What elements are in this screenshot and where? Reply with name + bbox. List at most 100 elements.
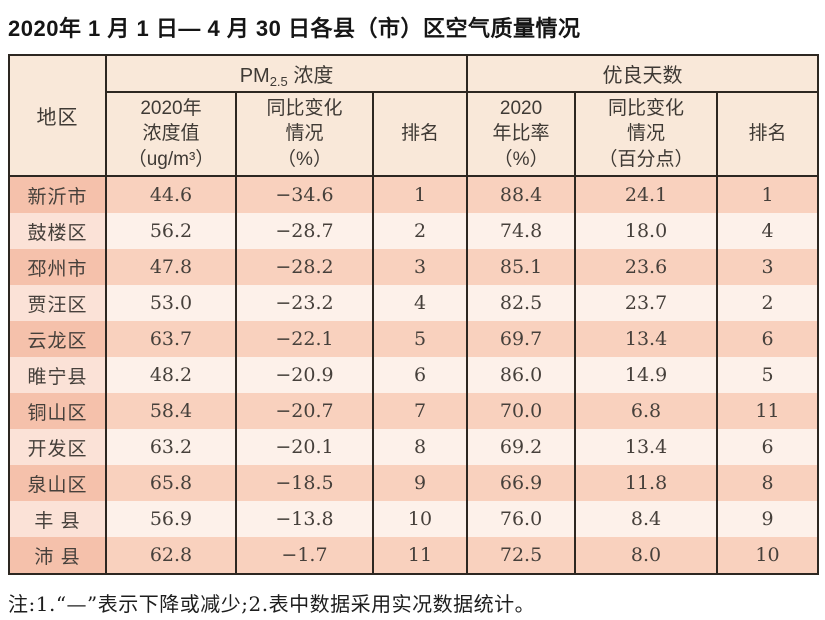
days-rank-cell: 5 <box>716 357 820 393</box>
pm-value-cell: 53.0 <box>105 285 237 321</box>
column-header-days-rank: 排名 <box>716 91 820 177</box>
pm-change-cell: −28.7 <box>235 213 374 249</box>
days-change-cell: 13.4 <box>574 321 719 357</box>
pm-value-cell: 44.6 <box>105 176 237 213</box>
days-change-cell: 8.0 <box>574 537 719 574</box>
days-rank-cell: 4 <box>716 213 820 249</box>
air-quality-table: 地区 PM2.5 浓度 优良天数 2020年 浓度值 （ug/m³） 同比变化 … <box>8 54 820 575</box>
pm25-label-suffix: 浓度 <box>287 64 334 87</box>
region-cell: 开发区 <box>8 429 107 465</box>
pm25-label-subscript: 2.5 <box>269 73 288 89</box>
days-rank-cell: 9 <box>716 501 820 537</box>
region-cell: 贾汪区 <box>8 285 107 321</box>
region-cell: 铜山区 <box>8 393 107 429</box>
days-rate-cell: 72.5 <box>466 537 577 574</box>
table-row: 睢宁县 48.2 −20.9 6 86.0 14.9 5 <box>8 357 820 393</box>
days-rate-cell: 70.0 <box>466 393 577 429</box>
pm-rank-cell: 5 <box>371 321 469 357</box>
pm-value-cell: 56.9 <box>105 501 237 537</box>
table-body: 新沂市 44.6 −34.6 1 88.4 24.1 1 鼓楼区 56.2 −2… <box>8 176 820 574</box>
pm-value-cell: 56.2 <box>105 213 237 249</box>
pm-value-cell: 63.7 <box>105 321 237 357</box>
table-row: 云龙区 63.7 −22.1 5 69.7 13.4 6 <box>8 321 820 357</box>
days-rank-cell: 6 <box>716 429 820 465</box>
pm-rank-cell: 2 <box>371 213 469 249</box>
pm-rank-cell: 4 <box>371 285 469 321</box>
table-row: 铜山区 58.4 −20.7 7 70.0 6.8 11 <box>8 393 820 429</box>
pm-value-cell: 62.8 <box>105 537 237 574</box>
pm-rank-cell: 3 <box>371 249 469 285</box>
days-rank-cell: 6 <box>716 321 820 357</box>
pm-change-cell: −13.8 <box>235 501 374 537</box>
region-cell: 泉山区 <box>8 465 107 501</box>
table-row: 贾汪区 53.0 −23.2 4 82.5 23.7 2 <box>8 285 820 321</box>
pm-change-cell: −34.6 <box>235 176 374 213</box>
table-header: 地区 PM2.5 浓度 优良天数 2020年 浓度值 （ug/m³） 同比变化 … <box>8 54 820 177</box>
days-rank-cell: 10 <box>716 537 820 574</box>
page-title: 2020年 1 月 1 日— 4 月 30 日各县（市）区空气质量情况 <box>8 16 581 41</box>
table-row: 开发区 63.2 −20.1 8 69.2 13.4 6 <box>8 429 820 465</box>
days-rate-cell: 85.1 <box>466 249 577 285</box>
days-rate-cell: 88.4 <box>466 176 577 213</box>
region-cell: 沛 县 <box>8 537 107 574</box>
pm-value-cell: 48.2 <box>105 357 237 393</box>
column-header-region: 地区 <box>8 54 107 177</box>
days-change-cell: 8.4 <box>574 501 719 537</box>
pm-rank-cell: 6 <box>371 357 469 393</box>
pm-rank-cell: 1 <box>371 176 469 213</box>
pm-value-cell: 65.8 <box>105 465 237 501</box>
pm-change-cell: −18.5 <box>235 465 374 501</box>
pm-rank-cell: 10 <box>371 501 469 537</box>
pm-rank-cell: 7 <box>371 393 469 429</box>
column-header-pm-change: 同比变化 情况 （%） <box>235 91 374 177</box>
days-rate-cell: 69.2 <box>466 429 577 465</box>
table-row: 泉山区 65.8 −18.5 9 66.9 11.8 8 <box>8 465 820 501</box>
days-rate-cell: 66.9 <box>466 465 577 501</box>
days-rank-cell: 1 <box>716 176 820 213</box>
table-row: 鼓楼区 56.2 −28.7 2 74.8 18.0 4 <box>8 213 820 249</box>
pm-rank-cell: 8 <box>371 429 469 465</box>
pm-change-cell: −28.2 <box>235 249 374 285</box>
column-header-pm-rank: 排名 <box>371 91 469 177</box>
region-cell: 云龙区 <box>8 321 107 357</box>
days-change-cell: 14.9 <box>574 357 719 393</box>
pm-change-cell: −22.1 <box>235 321 374 357</box>
column-group-good-days: 优良天数 <box>466 54 820 93</box>
days-rate-cell: 74.8 <box>466 213 577 249</box>
pm-change-cell: −20.7 <box>235 393 374 429</box>
days-change-cell: 13.4 <box>574 429 719 465</box>
pm25-label-prefix: PM <box>239 64 270 87</box>
column-group-pm25: PM2.5 浓度 <box>104 54 469 93</box>
pm-change-cell: −20.9 <box>235 357 374 393</box>
days-change-cell: 6.8 <box>574 393 719 429</box>
pm-change-cell: −1.7 <box>235 537 374 574</box>
days-change-cell: 23.6 <box>574 249 719 285</box>
table-row: 沛 县 62.8 −1.7 11 72.5 8.0 10 <box>8 537 820 574</box>
table-row: 新沂市 44.6 −34.6 1 88.4 24.1 1 <box>8 176 820 213</box>
days-rate-cell: 76.0 <box>466 501 577 537</box>
days-rate-cell: 69.7 <box>466 321 577 357</box>
region-cell: 新沂市 <box>8 176 107 213</box>
days-rank-cell: 11 <box>716 393 820 429</box>
days-rank-cell: 3 <box>716 249 820 285</box>
column-header-pm-value: 2020年 浓度值 （ug/m³） <box>105 91 237 177</box>
days-rank-cell: 2 <box>716 285 820 321</box>
pm-change-cell: −23.2 <box>235 285 374 321</box>
column-header-days-change: 同比变化 情况 （百分点） <box>574 91 719 177</box>
pm-value-cell: 47.8 <box>105 249 237 285</box>
pm-rank-cell: 11 <box>371 537 469 574</box>
pm-change-cell: −20.1 <box>235 429 374 465</box>
days-change-cell: 23.7 <box>574 285 719 321</box>
days-rate-cell: 86.0 <box>466 357 577 393</box>
column-header-days-rate: 2020 年比率 （%） <box>466 91 577 177</box>
days-change-cell: 11.8 <box>574 465 719 501</box>
region-cell: 鼓楼区 <box>8 213 107 249</box>
days-change-cell: 18.0 <box>574 213 719 249</box>
pm-value-cell: 63.2 <box>105 429 237 465</box>
region-cell: 睢宁县 <box>8 357 107 393</box>
region-cell: 丰 县 <box>8 501 107 537</box>
region-cell: 邳州市 <box>8 249 107 285</box>
table-row: 丰 县 56.9 −13.8 10 76.0 8.4 9 <box>8 501 820 537</box>
pm-value-cell: 58.4 <box>105 393 237 429</box>
days-rank-cell: 8 <box>716 465 820 501</box>
